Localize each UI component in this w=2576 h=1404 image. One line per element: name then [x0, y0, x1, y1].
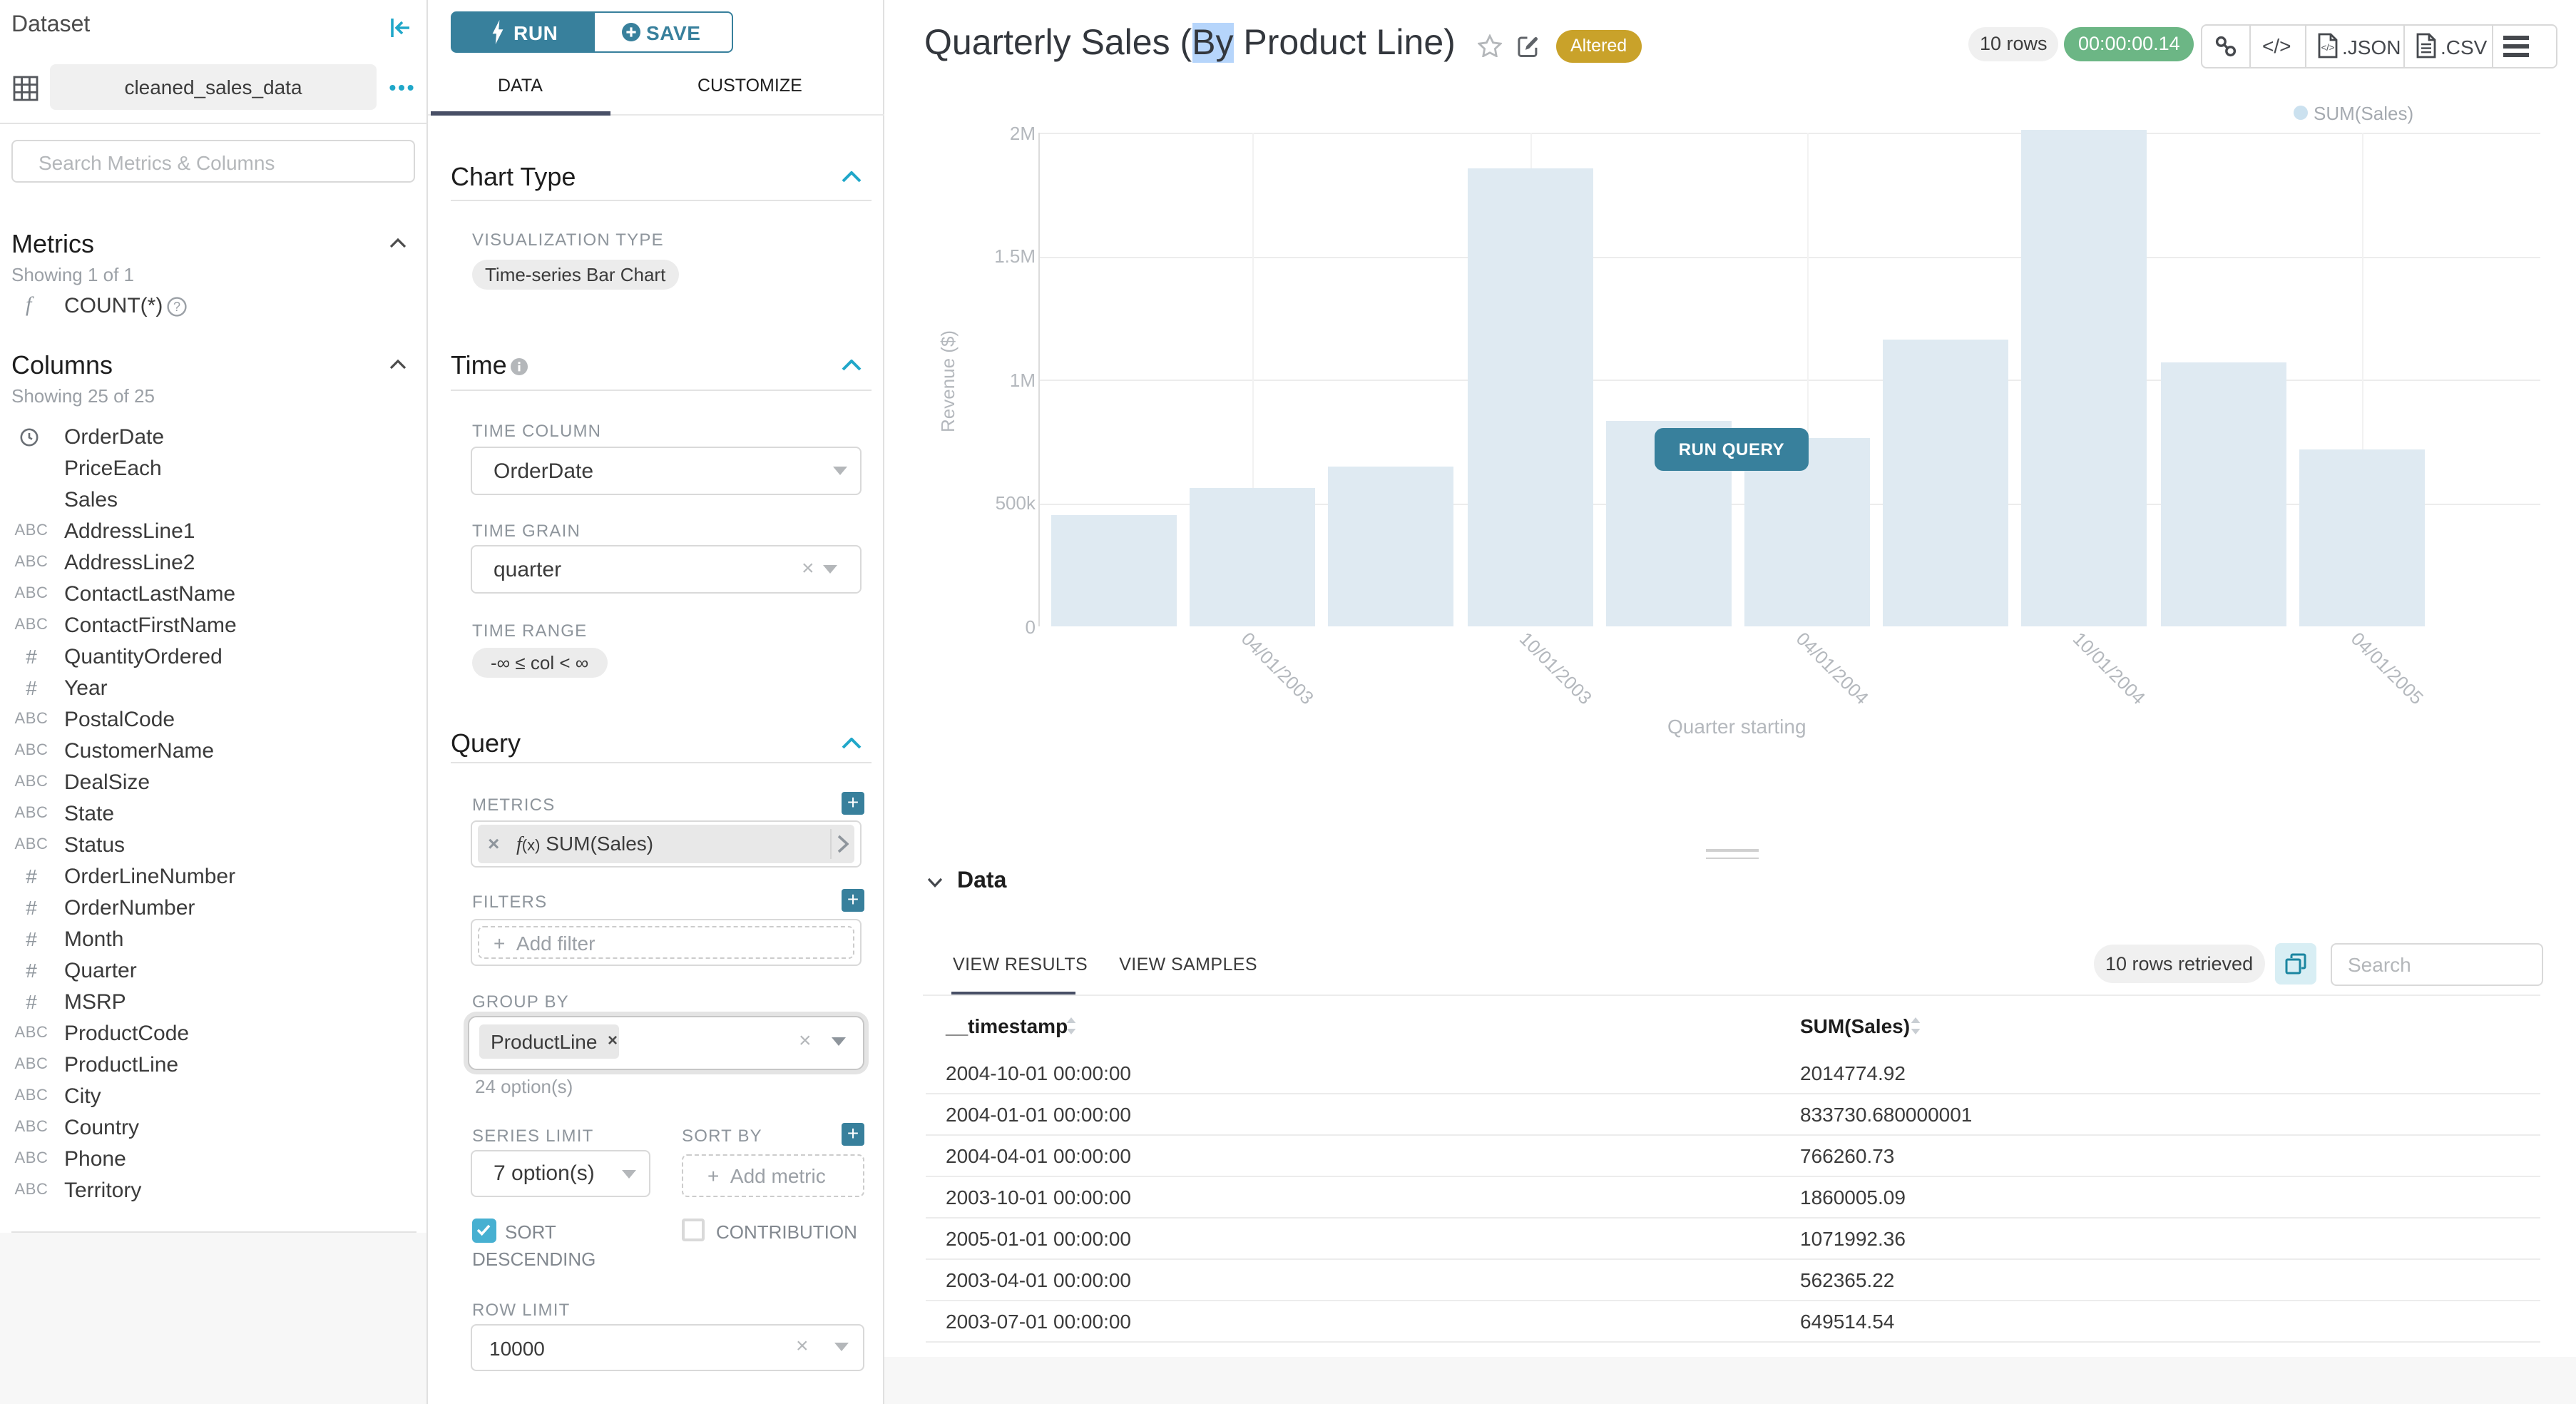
svg-text:?: ?: [173, 300, 180, 314]
svg-text:</>: </>: [2321, 42, 2335, 53]
